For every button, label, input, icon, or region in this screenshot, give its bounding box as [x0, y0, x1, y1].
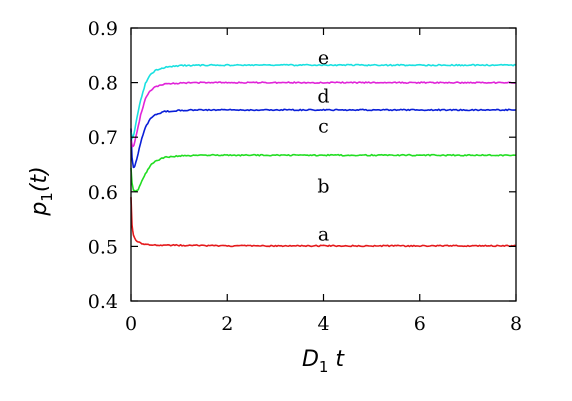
- axis-ticks: 0 2 4 6 8 0.4 0.5 0.6 0.7 0.8 0.9: [88, 18, 522, 335]
- series-line-e: [130, 63, 517, 139]
- y-tick-label: 0.6: [88, 182, 118, 204]
- series-lines: [130, 63, 517, 248]
- x-axis-label-base: D: [302, 347, 319, 372]
- series-labels: a b cde: [317, 47, 329, 245]
- x-axis-label-rest: t: [328, 347, 345, 372]
- x-tick-label: 6: [414, 313, 426, 335]
- series-label-c: c: [318, 115, 329, 137]
- y-axis-label: p1(t): [27, 166, 56, 216]
- y-tick-label: 0.5: [88, 236, 118, 258]
- series-line-c: [130, 108, 517, 169]
- y-tick-label: 0.8: [88, 73, 118, 95]
- y-tick-label: 0.9: [88, 18, 118, 40]
- y-axis-label-rest: (t): [27, 166, 52, 192]
- series-line-a: [130, 197, 517, 248]
- x-tick-label: 4: [317, 313, 329, 335]
- y-axis-label-base: p: [27, 202, 52, 217]
- x-tick-label: 2: [221, 313, 233, 335]
- x-axis-label-sub: 1: [319, 358, 329, 376]
- x-tick-label: 0: [125, 313, 137, 335]
- series-line-d: [130, 81, 517, 148]
- series-line-b: [130, 153, 516, 193]
- series-label-b: b: [317, 175, 329, 197]
- y-tick-label: 0.4: [88, 291, 118, 313]
- y-tick-label: 0.7: [88, 127, 118, 149]
- series-label-d: d: [317, 85, 329, 107]
- series-label-a: a: [318, 223, 329, 245]
- x-tick-label: 8: [510, 313, 522, 335]
- series-label-e: e: [318, 47, 329, 69]
- x-axis-label: D1 t: [302, 347, 345, 376]
- y-axis-label-sub: 1: [38, 192, 56, 202]
